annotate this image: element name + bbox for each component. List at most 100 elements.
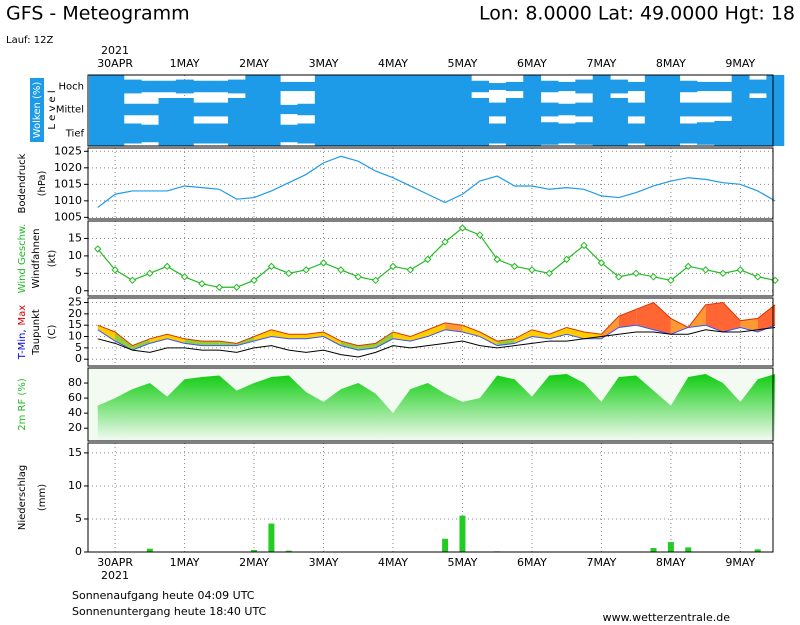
cloud-block [557,103,576,116]
cloud-block [366,121,385,146]
location: Lon: 8.0000 Lat: 49.0000 Hgt: 18 [479,3,795,25]
y-tick-label: 10 [68,330,82,343]
cloud-block [453,75,472,98]
cloud-block [436,121,455,146]
cloud-block [575,102,594,117]
cloud-block [696,81,715,92]
x-tick-label: 1MAY [170,57,200,70]
temp-range [340,341,359,351]
level-label: Hoch [59,82,84,93]
y-tick-label: 80 [68,376,82,389]
year-top: 2021 [101,44,129,57]
cloud-block [644,121,663,146]
wind-marker [354,273,362,281]
x-tick-label: 3MAY [309,57,339,70]
cloud-block [193,80,212,93]
panel-frame [87,297,774,367]
panel-frame [87,367,774,442]
temp-range [479,332,498,346]
temp-range [757,304,776,332]
pressure-line [97,155,776,208]
y-label-part: T-Min, [17,329,28,360]
wind-marker [198,280,206,288]
cloud-block [662,75,681,98]
y-tick-label: 1015 [54,177,82,190]
cloud-block [679,102,698,117]
x-tick-label: 3MAY [309,556,339,569]
cloud-block [175,98,194,121]
cloud-block [731,121,750,146]
wind-marker [736,266,745,274]
panel-bg [88,148,773,219]
cloud-block [662,121,681,146]
cloud-block [679,123,698,144]
cloud-block [714,81,733,92]
x-tick-label: 8MAY [656,556,686,569]
y-tick-label: 60 [68,391,82,404]
temp-range [531,329,550,339]
y-label: T-Min, Max [17,305,28,360]
precip-bar [754,549,761,552]
temp-range [462,325,480,337]
x-tick-label: 4MAY [378,57,408,70]
cloud-block [540,80,559,93]
cloud-block [731,98,750,121]
y-tick-label: 40 [68,406,82,419]
temp-range [167,334,185,344]
y-label-part: Max [17,305,28,326]
cloud-block [227,79,246,94]
cloud-block [384,98,403,121]
y-tick-label: 0 [75,545,82,558]
wind-marker [406,266,415,274]
x-tick-label: 9MAY [725,57,755,70]
temp-line [97,301,776,347]
cloud-block [332,98,351,121]
cloud-block [714,102,733,117]
y-label: Bodendruck [17,153,28,213]
cloud-block [419,75,437,98]
precip-bar [442,538,449,552]
temp-range [653,302,671,335]
temp-range [410,329,428,342]
cloud-block [210,123,229,144]
temp-range [566,327,585,339]
title: GFS - Meteogramm [6,3,190,25]
cloud-block [488,102,507,117]
ylabel-box [30,78,44,142]
cloud-block [627,102,646,117]
wind-marker [754,273,762,281]
cloud-block [280,124,298,143]
cloud-block [523,121,542,146]
year-bottom: 2021 [101,569,129,582]
cloud-block [505,81,524,92]
cloud-block [401,75,420,98]
level-label: Tief [65,129,85,140]
cloud-block [610,79,628,94]
temp-range [132,338,150,351]
temp-range [427,322,446,337]
wind-marker [180,273,189,281]
temp-range [601,316,619,339]
cloud-block [471,80,490,93]
temp-range [636,302,654,330]
temp-range [323,332,341,346]
y-tick-label: 15 [68,318,82,331]
cloud-block [245,121,264,146]
x-tick-label: 7MAY [586,556,616,569]
x-tick-label: 1MAY [170,556,200,569]
wind-marker [285,269,293,278]
temp-range [254,329,272,342]
y-label: Wind Geschw. [17,224,28,294]
cloud-block [123,79,142,94]
wind-marker [719,269,727,278]
y-tick-label: 5 [75,341,82,354]
y-tick-label: 0 [75,352,82,365]
wind-marker [493,255,501,264]
temp-range [670,318,689,335]
cloud-block [749,121,767,146]
cloud-block [488,123,507,144]
wind-marker [510,262,519,271]
cloud-block [401,98,420,121]
wind-marker [649,273,658,281]
cloud-block [210,102,229,117]
